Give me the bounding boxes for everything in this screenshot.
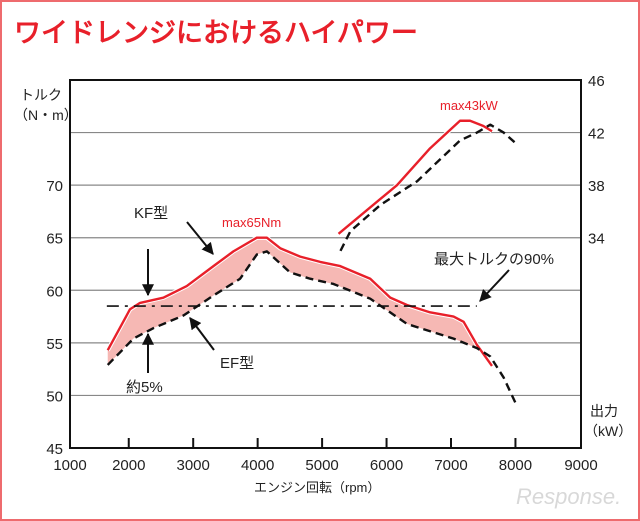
arrow-ef bbox=[189, 317, 215, 351]
y-right-tick-label: 38 bbox=[588, 178, 605, 195]
series-line-2 bbox=[337, 119, 493, 235]
x-tick-label: 5000 bbox=[305, 457, 338, 474]
annotation-max-torque: max65Nm bbox=[222, 215, 281, 230]
x-tick-label: 3000 bbox=[177, 457, 210, 474]
x-tick-label: 7000 bbox=[434, 457, 467, 474]
y-left-label-1: トルク bbox=[20, 87, 62, 103]
annotation-ef: EF型 bbox=[220, 355, 254, 372]
y-left-label-2: （N・m） bbox=[14, 107, 78, 123]
watermark-text: Response. bbox=[516, 484, 621, 509]
y-left-tick-label: 60 bbox=[46, 283, 63, 300]
y-left-tick-label: 65 bbox=[46, 231, 63, 248]
x-tick-label: 9000 bbox=[564, 457, 597, 474]
x-tick-label: 8000 bbox=[499, 457, 532, 474]
x-tick-label: 1000 bbox=[53, 457, 86, 474]
response-logo: Response. bbox=[516, 484, 621, 509]
y-left-tick-label: 70 bbox=[46, 178, 63, 195]
series-line-3 bbox=[339, 123, 518, 252]
annotation-kf: KF型 bbox=[134, 205, 168, 222]
x-tick-label: 6000 bbox=[370, 457, 403, 474]
x-tick-label: 4000 bbox=[241, 457, 274, 474]
series-line-0 bbox=[106, 236, 493, 367]
torque-difference-fill bbox=[107, 237, 492, 366]
y-right-tick-label: 42 bbox=[588, 126, 605, 143]
plot-frame bbox=[69, 79, 582, 449]
x-axis-label: エンジン回転（rpm） bbox=[254, 480, 380, 495]
y-right-tick-label: 46 bbox=[588, 73, 605, 90]
y-left-tick-label: 55 bbox=[46, 336, 63, 353]
series-halo bbox=[337, 118, 494, 236]
arrow-kf bbox=[186, 221, 214, 255]
y-right-tick-label: 34 bbox=[588, 231, 605, 248]
annotation-diff: 約5% bbox=[126, 379, 163, 396]
chart-title: ワイドレンジにおけるハイパワー bbox=[14, 18, 418, 48]
y-left-tick-label: 45 bbox=[46, 441, 63, 458]
series-line-1 bbox=[106, 250, 517, 404]
x-tick-label: 2000 bbox=[112, 457, 145, 474]
annotation-ninety-percent: 最大トルクの90% bbox=[434, 251, 554, 268]
arrow-ninety bbox=[479, 269, 510, 302]
y-right-label-2: （kW） bbox=[584, 423, 632, 439]
annotation-max-power: max43kW bbox=[440, 98, 499, 113]
y-left-tick-label: 50 bbox=[46, 388, 63, 405]
y-right-label-1: 出力 bbox=[590, 403, 618, 419]
